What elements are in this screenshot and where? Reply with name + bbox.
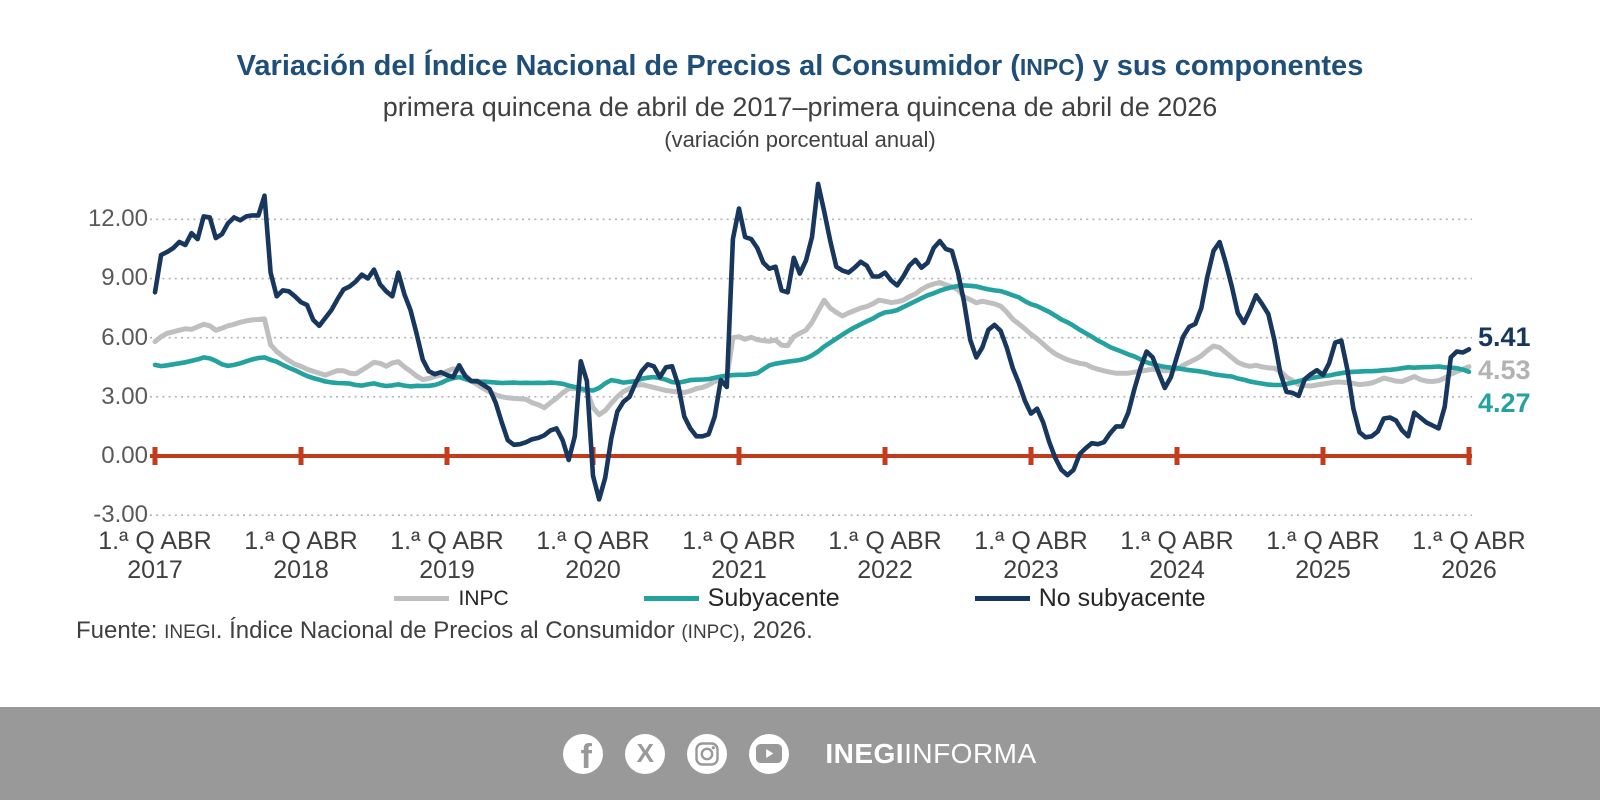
- chart-note: (variación porcentual anual): [664, 127, 936, 152]
- youtube-icon[interactable]: [749, 733, 790, 774]
- y-tick-label: 3.00: [101, 383, 148, 410]
- x-tick-quincena: 1.ª Q ABR: [1266, 527, 1380, 555]
- x-tick-2025: 1.ª Q ABR 2025: [1253, 527, 1393, 585]
- x-tick-year: 2019: [419, 556, 475, 584]
- x-tick-quincena: 1.ª Q ABR: [1412, 527, 1526, 555]
- x-tick-2023: 1.ª Q ABR 2023: [961, 527, 1101, 585]
- page-title: Variación del Índice Nacional de Precios…: [0, 50, 1600, 83]
- x-tick-year: 2026: [1441, 556, 1497, 584]
- x-glyph: X: [636, 738, 654, 768]
- y-tick-label: -3.00: [93, 501, 148, 528]
- x-tick-2026: 1.ª Q ABR 2026: [1399, 527, 1539, 585]
- legend-label-inpc: INPC: [458, 586, 509, 610]
- x-tick-quincena: 1.ª Q ABR: [390, 527, 504, 555]
- youtube-glyph: [756, 743, 783, 763]
- chart-subtitle: primera quincena de abril de 2017–primer…: [382, 92, 1218, 122]
- no-subyacente-line: [152, 181, 1472, 502]
- legend-item-inpc: INPC: [394, 586, 509, 611]
- legend-item-no-subyacente: No subyacente: [974, 584, 1206, 613]
- source-prefix: Fuente:: [76, 617, 165, 644]
- x-tick-quincena: 1.ª Q ABR: [682, 527, 796, 555]
- subyacente-line-marker: [643, 596, 699, 601]
- x-tick-quincena: 1.ª Q ABR: [536, 527, 650, 555]
- source-inpc: (INPC): [681, 622, 740, 643]
- legend-label-subyacente: Subyacente: [707, 584, 840, 612]
- instagram-glyph: [695, 741, 720, 766]
- x-tick-quincena: 1.ª Q ABR: [974, 527, 1088, 555]
- source-middle: . Índice Nacional de Precios al Consumid…: [215, 617, 682, 644]
- legend-label-no-subyacente: No subyacente: [1038, 584, 1206, 612]
- legend-item-subyacente: Subyacente: [643, 584, 840, 613]
- brand-informa: INFORMA: [904, 737, 1037, 769]
- y-tick-label: 6.00: [101, 324, 148, 351]
- x-tick-year: 2022: [857, 556, 913, 584]
- source-note: Fuente: INEGI. Índice Nacional de Precio…: [76, 617, 813, 645]
- title-acronym: INPC: [1019, 54, 1075, 80]
- end-label-inpc: 4.53: [1478, 355, 1531, 385]
- x-tick-2017: 1.ª Q ABR 2017: [85, 527, 225, 585]
- end-label-no-subyacente: 5.41: [1478, 322, 1531, 352]
- source-suffix: , 2026.: [739, 617, 813, 644]
- facebook-glyph: f: [580, 738, 592, 774]
- brand-wordmark: INEGIINFORMA: [825, 738, 1036, 770]
- x-tick-2018: 1.ª Q ABR 2018: [231, 527, 371, 585]
- facebook-icon[interactable]: f: [563, 733, 604, 774]
- footer-bar: f X INEGIINFORMA: [0, 707, 1600, 800]
- x-tick-quincena: 1.ª Q ABR: [828, 527, 942, 555]
- x-tick-2024: 1.ª Q ABR 2024: [1107, 527, 1247, 585]
- x-icon[interactable]: X: [625, 733, 666, 774]
- x-tick-2021: 1.ª Q ABR 2021: [669, 527, 809, 585]
- x-tick-2019: 1.ª Q ABR 2019: [377, 527, 517, 585]
- x-tick-year: 2020: [565, 556, 621, 584]
- x-tick-year: 2024: [1149, 556, 1205, 584]
- x-tick-year: 2018: [273, 556, 329, 584]
- y-tick-label: 9.00: [101, 264, 148, 291]
- brand-inegi: INEGI: [825, 737, 905, 769]
- x-tick-quincena: 1.ª Q ABR: [244, 527, 358, 555]
- x-tick-quincena: 1.ª Q ABR: [1120, 527, 1234, 555]
- source-inegi: INEGI: [164, 622, 216, 643]
- inpc-line: [152, 280, 1472, 418]
- x-tick-2020: 1.ª Q ABR 2020: [523, 527, 663, 585]
- end-label-subyacente: 4.27: [1478, 388, 1531, 418]
- legend: INPC Subyacente No subyacente: [0, 584, 1600, 613]
- y-tick-label: 0.00: [101, 442, 148, 469]
- instagram-icon[interactable]: [687, 733, 728, 774]
- title-text: Variación del Índice Nacional de Precios…: [236, 50, 1020, 82]
- no-subyacente-line-marker: [974, 596, 1030, 601]
- title-text-2: ) y sus componentes: [1074, 50, 1364, 82]
- x-tick-year: 2021: [711, 556, 767, 584]
- x-tick-year: 2025: [1295, 556, 1351, 584]
- inpc-line-marker: [394, 596, 450, 601]
- x-tick-quincena: 1.ª Q ABR: [98, 527, 212, 555]
- x-tick-year: 2023: [1003, 556, 1059, 584]
- subyacente-line: [152, 283, 1472, 393]
- y-tick-label: 12.00: [87, 205, 148, 232]
- x-tick-2022: 1.ª Q ABR 2022: [815, 527, 955, 585]
- x-tick-year: 2017: [127, 556, 183, 584]
